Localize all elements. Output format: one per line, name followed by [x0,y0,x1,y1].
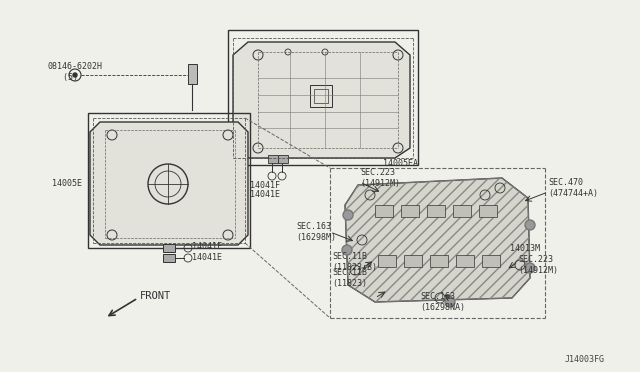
Bar [401,205,419,217]
Bar [378,255,396,267]
Text: SEC.163
(16298NA): SEC.163 (16298NA) [420,292,465,312]
Text: 14005E: 14005E [52,179,82,187]
Bar [430,255,448,267]
Bar [482,255,500,267]
Bar [479,205,497,217]
Polygon shape [345,178,530,302]
Bar [456,255,474,267]
Bar [188,64,197,84]
Circle shape [525,220,535,230]
Text: 14005EA: 14005EA [383,158,418,167]
Circle shape [342,245,352,255]
Text: 14013M: 14013M [510,244,540,253]
Bar [268,155,278,163]
Circle shape [445,297,455,307]
Text: SEC.11B
(11823+B): SEC.11B (11823+B) [332,252,377,272]
Bar [278,155,288,163]
Text: J14003FG: J14003FG [565,356,605,365]
Text: 14041E: 14041E [192,253,222,262]
Text: FRONT: FRONT [140,291,172,301]
Bar [453,205,471,217]
Text: 14041F: 14041F [192,241,222,250]
Bar [88,113,250,248]
Text: SEC.223
(14912M): SEC.223 (14912M) [360,168,400,188]
Polygon shape [90,122,248,245]
Bar [427,205,445,217]
Text: 14041E: 14041E [250,189,280,199]
Text: SEC.163
(16298M): SEC.163 (16298M) [296,222,336,242]
Circle shape [73,73,77,77]
Bar [163,244,175,252]
Text: SEC.223
(14912M): SEC.223 (14912M) [518,255,558,275]
Text: 08146-6202H
   (5): 08146-6202H (5) [48,62,103,82]
Text: 14041F: 14041F [250,180,280,189]
Circle shape [525,263,535,273]
Bar [375,205,393,217]
Text: SEC.470
(474744+A): SEC.470 (474744+A) [548,178,598,198]
Text: SEC.11B
(11823): SEC.11B (11823) [332,268,367,288]
Bar [228,30,418,165]
Polygon shape [233,42,410,158]
Bar [314,89,328,103]
Bar [404,255,422,267]
Bar [310,85,332,107]
Circle shape [343,210,353,220]
Bar [163,254,175,262]
